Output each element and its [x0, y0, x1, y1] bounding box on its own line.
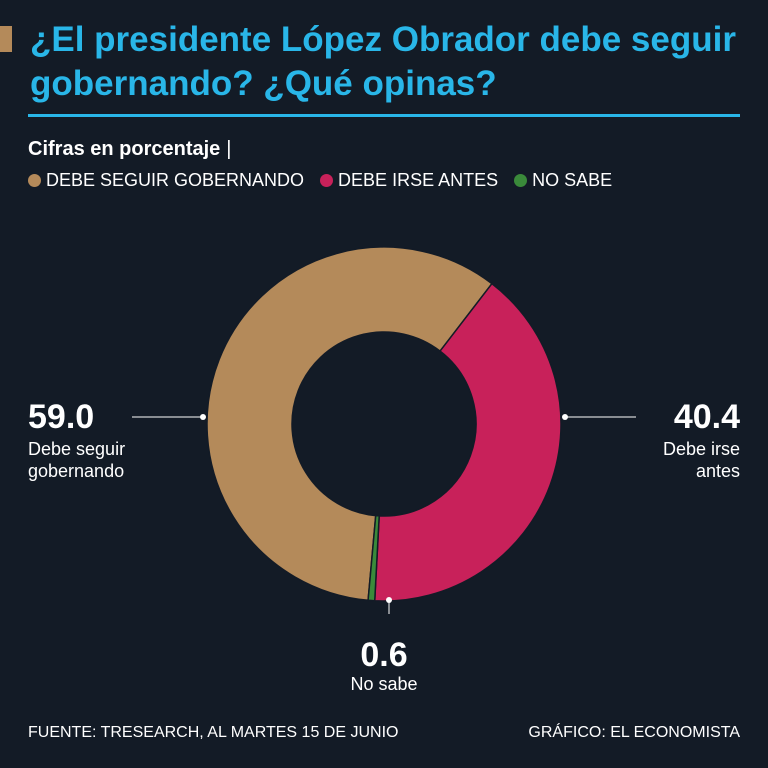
name-label-seguir-2: gobernando	[28, 461, 124, 481]
legend-swatch-seguir	[28, 174, 41, 187]
legend-swatch-irse	[320, 174, 334, 187]
slice-label-no-sabe: 0.6 No sabe	[350, 636, 417, 694]
legend-item-seguir: DEBE SEGUIR GOBERNANDO	[28, 170, 304, 191]
name-label-irse-1: Debe irse	[663, 439, 740, 459]
leader-dot-seguir	[200, 414, 206, 420]
subtitle-text: Cifras en porcentaje	[28, 138, 221, 160]
name-label-seguir-1: Debe seguir	[28, 439, 125, 459]
slice-label-seguir: 59.0 Debe seguir gobernando	[28, 398, 125, 481]
value-label-seguir: 59.0	[28, 398, 94, 436]
legend-label-irse: DEBE IRSE ANTES	[338, 170, 499, 190]
chart-title: ¿El presidente López Obrador debe seguir…	[30, 20, 736, 103]
chart-subtitle: Cifras en porcentaje |	[28, 138, 232, 161]
source-note: FUENTE: TRESEARCH, AL MARTES 15 DE JUNIO	[28, 724, 399, 741]
name-label-irse-2: antes	[696, 461, 740, 481]
title-divider	[28, 114, 740, 117]
label-leaders	[132, 414, 636, 614]
slice-no-sabe	[367, 514, 380, 602]
value-label-no-sabe: 0.6	[360, 636, 407, 674]
slice-irse	[373, 282, 562, 602]
legend-label-seguir: DEBE SEGUIR GOBERNANDO	[46, 170, 305, 190]
legend-item-irse: DEBE IRSE ANTES	[320, 170, 498, 191]
accent-bar	[0, 26, 12, 52]
legend-item-no-sabe: NO SABE	[514, 170, 612, 191]
legend-swatch-no-sabe	[514, 174, 528, 187]
leader-dot-irse	[562, 414, 568, 420]
donut-slices	[206, 246, 562, 602]
value-label-irse: 40.4	[674, 398, 740, 436]
name-label-no-sabe: No sabe	[350, 674, 417, 694]
legend-label-no-sabe: NO SABE	[532, 170, 613, 190]
slice-seguir	[206, 246, 493, 602]
legend: DEBE SEGUIR GOBERNANDO DEBE IRSE ANTES N…	[28, 170, 612, 191]
credit-note: GRÁFICO: EL ECONOMISTA	[528, 724, 740, 741]
slice-label-irse: 40.4 Debe irse antes	[663, 398, 740, 481]
leader-dot-no-sabe	[386, 597, 392, 603]
subtitle-separator: |	[226, 138, 232, 160]
